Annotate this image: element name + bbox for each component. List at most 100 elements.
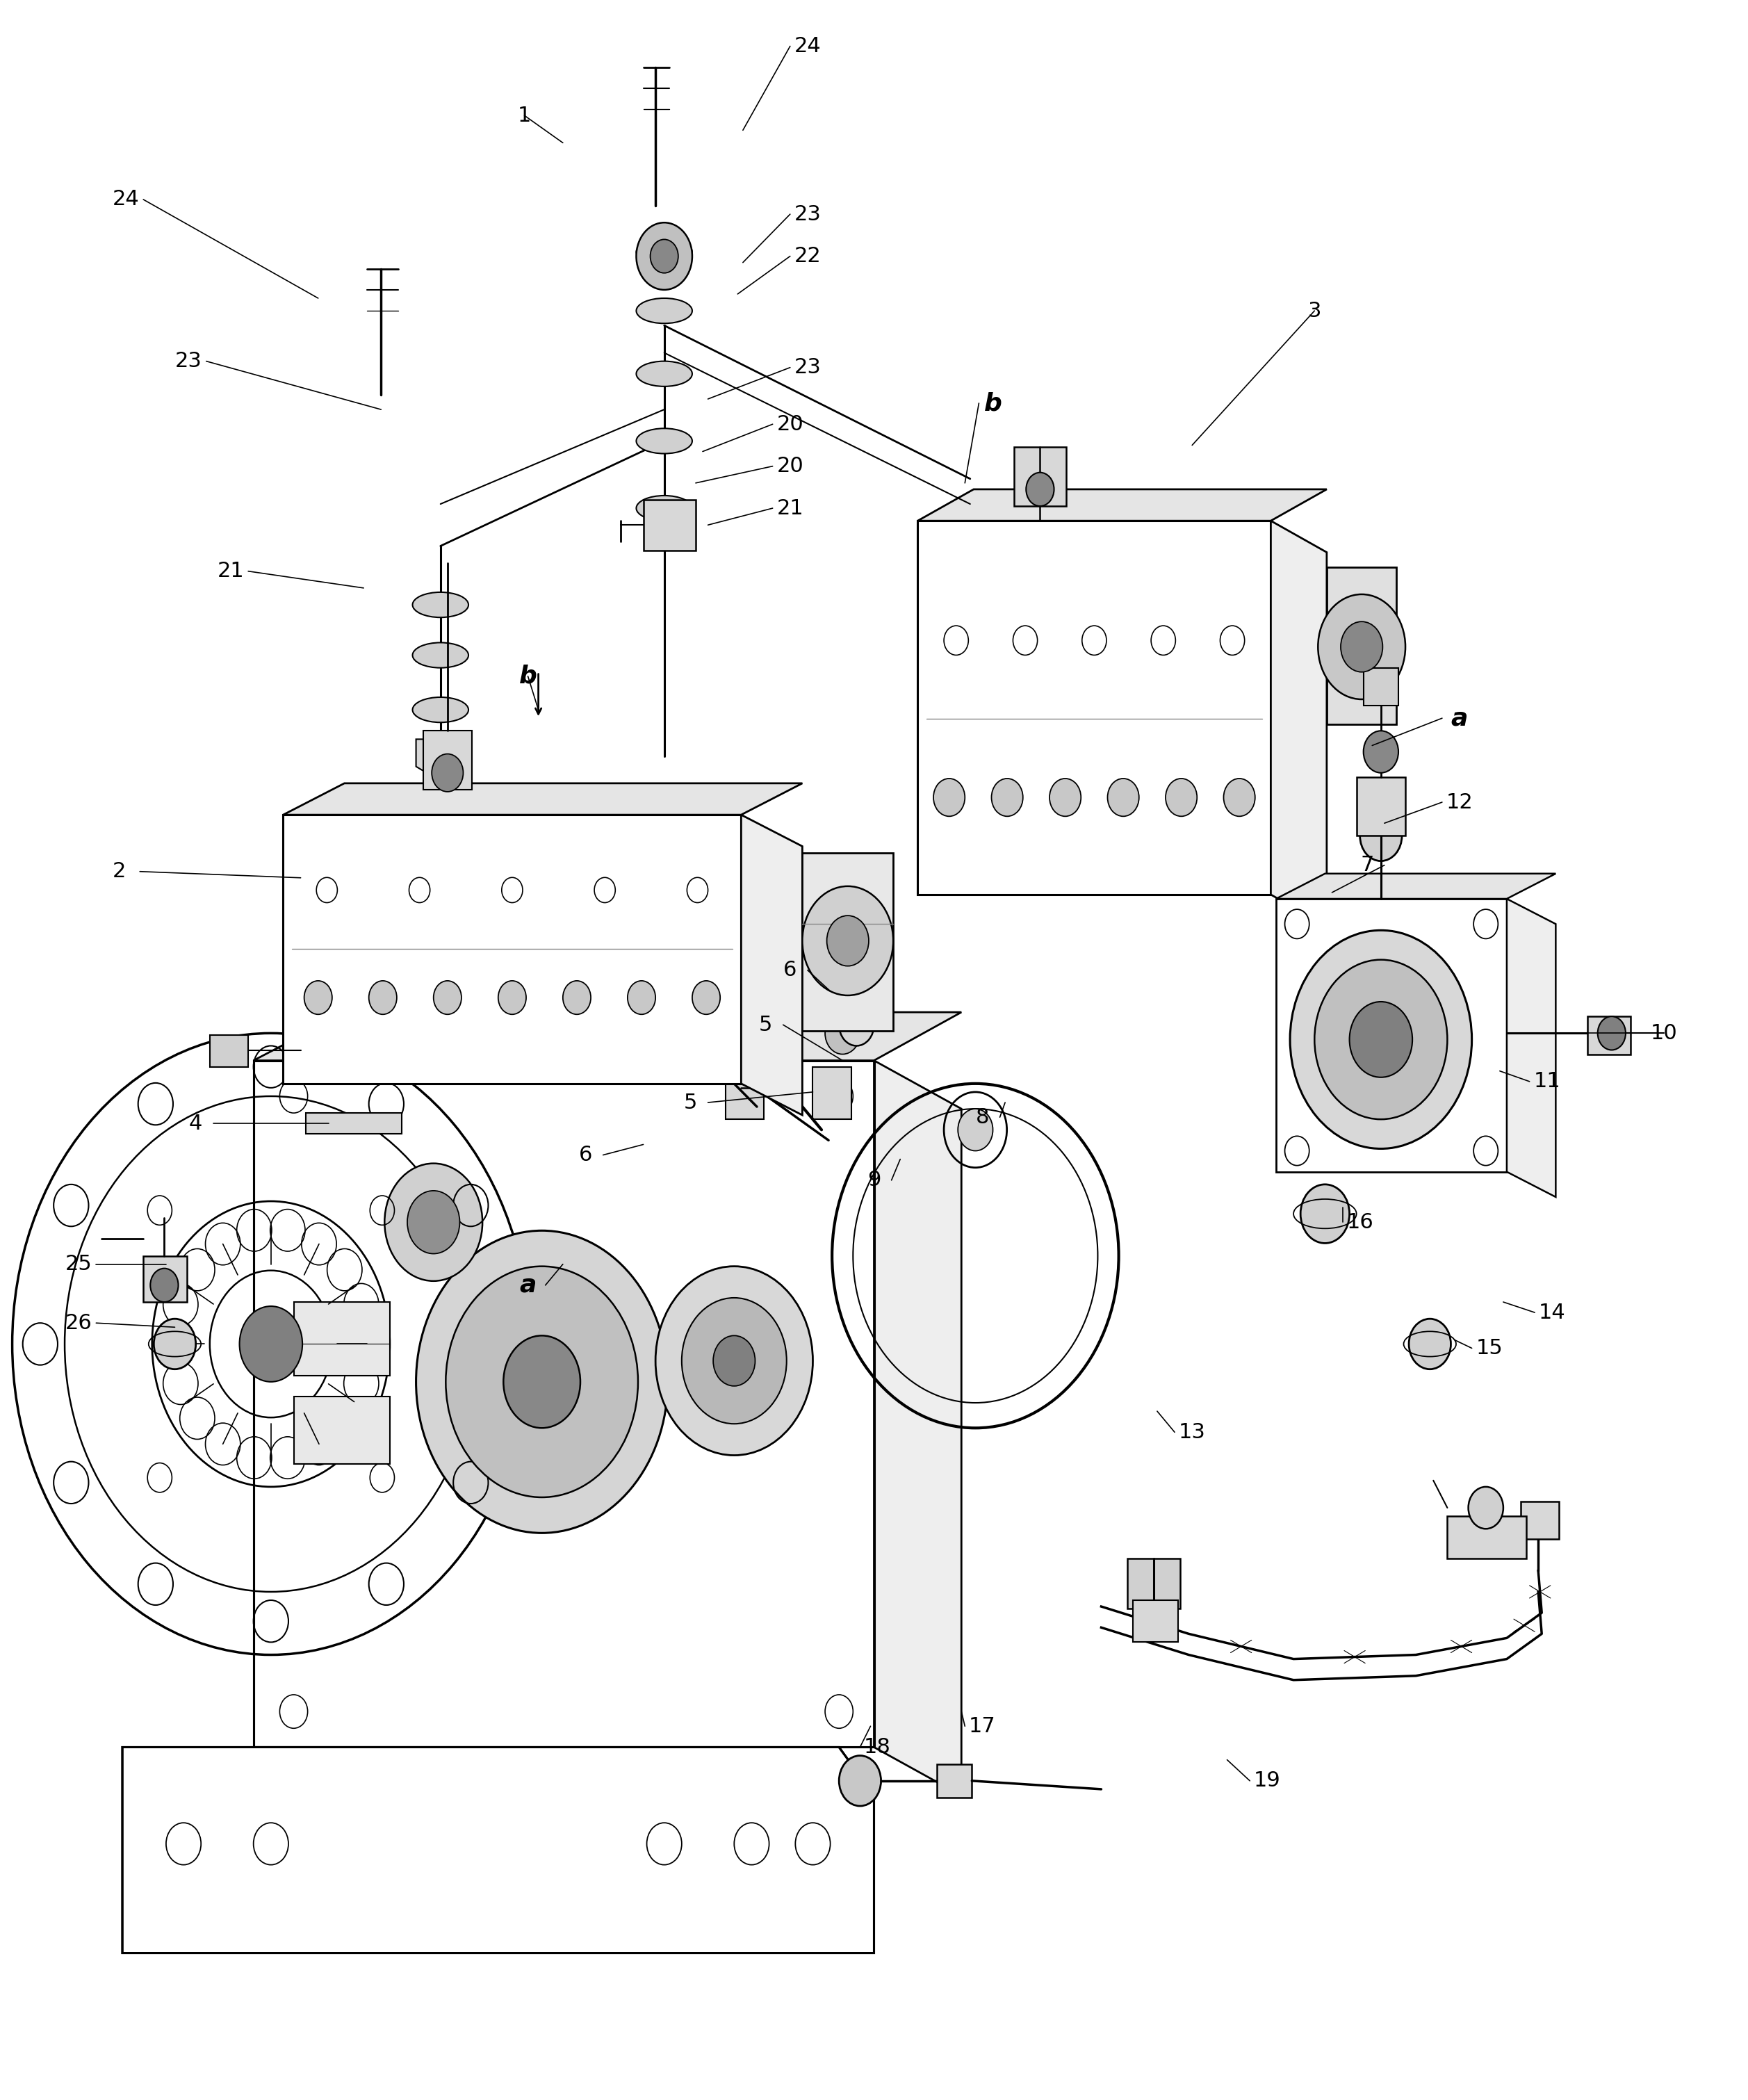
Polygon shape: [1507, 899, 1556, 1197]
Ellipse shape: [636, 361, 692, 386]
Bar: [1521, 1502, 1559, 1539]
Circle shape: [1318, 594, 1405, 699]
Text: 8: 8: [975, 1107, 989, 1128]
Bar: [1447, 1516, 1526, 1558]
Text: 4: 4: [189, 1113, 203, 1134]
Bar: [1356, 777, 1405, 836]
Text: 10: 10: [1650, 1023, 1678, 1044]
Circle shape: [385, 1163, 482, 1281]
Circle shape: [628, 981, 656, 1014]
Bar: [306, 1113, 402, 1134]
Circle shape: [154, 1319, 196, 1369]
Text: 25: 25: [65, 1254, 93, 1275]
Polygon shape: [1271, 521, 1327, 926]
Text: 22: 22: [794, 246, 822, 267]
Circle shape: [434, 981, 461, 1014]
Bar: [143, 1256, 187, 1302]
Text: b: b: [519, 664, 537, 689]
Bar: [1587, 1016, 1631, 1054]
Text: 1: 1: [517, 105, 531, 126]
Polygon shape: [283, 783, 802, 815]
Text: 13: 13: [1178, 1422, 1206, 1443]
Circle shape: [708, 1012, 743, 1054]
Text: 2: 2: [112, 861, 126, 882]
Polygon shape: [918, 521, 1271, 895]
Circle shape: [802, 886, 893, 995]
Circle shape: [1049, 779, 1080, 817]
Circle shape: [1341, 622, 1383, 672]
Text: 21: 21: [776, 498, 804, 519]
Text: 18: 18: [864, 1737, 891, 1758]
Circle shape: [239, 1306, 302, 1382]
Text: 17: 17: [968, 1716, 996, 1737]
Circle shape: [432, 754, 463, 792]
Circle shape: [656, 1266, 813, 1455]
Circle shape: [591, 1012, 626, 1054]
Ellipse shape: [636, 298, 692, 323]
Ellipse shape: [413, 592, 468, 617]
Circle shape: [1360, 811, 1402, 861]
Circle shape: [1026, 473, 1054, 506]
Polygon shape: [253, 1060, 874, 1747]
Text: 15: 15: [1475, 1338, 1503, 1359]
Text: a: a: [519, 1273, 537, 1298]
Bar: [937, 1764, 972, 1798]
Circle shape: [150, 1268, 178, 1302]
Circle shape: [1468, 1487, 1503, 1529]
Circle shape: [650, 1012, 685, 1054]
Circle shape: [1409, 1319, 1451, 1369]
Circle shape: [563, 981, 591, 1014]
Polygon shape: [1276, 899, 1507, 1172]
Bar: [1133, 1600, 1178, 1642]
Ellipse shape: [636, 239, 692, 265]
Text: 24: 24: [794, 36, 822, 57]
Polygon shape: [874, 1060, 961, 1796]
Bar: [294, 1302, 390, 1376]
Circle shape: [1349, 1002, 1412, 1077]
Text: 9: 9: [867, 1170, 881, 1191]
Circle shape: [825, 1012, 860, 1054]
Text: 20: 20: [776, 456, 804, 477]
Circle shape: [839, 1756, 881, 1806]
Circle shape: [839, 1004, 874, 1046]
Circle shape: [636, 223, 692, 290]
Polygon shape: [416, 739, 465, 781]
Circle shape: [407, 1191, 460, 1254]
Ellipse shape: [413, 643, 468, 668]
Bar: [423, 731, 472, 790]
Text: 7: 7: [1360, 855, 1374, 876]
Text: 23: 23: [175, 351, 203, 372]
Ellipse shape: [636, 428, 692, 454]
Circle shape: [766, 1012, 801, 1054]
Circle shape: [682, 1298, 787, 1424]
Circle shape: [1363, 731, 1398, 773]
Circle shape: [933, 779, 965, 817]
Text: 16: 16: [1346, 1212, 1374, 1233]
Circle shape: [1598, 1016, 1626, 1050]
Ellipse shape: [413, 697, 468, 722]
Circle shape: [1314, 960, 1447, 1119]
Text: 23: 23: [794, 357, 822, 378]
Circle shape: [650, 239, 678, 273]
Bar: [725, 1067, 764, 1119]
Circle shape: [991, 779, 1023, 817]
Text: 19: 19: [1253, 1770, 1281, 1791]
Text: 6: 6: [783, 960, 797, 981]
Text: 24: 24: [112, 189, 140, 210]
Ellipse shape: [636, 496, 692, 521]
Text: a: a: [1451, 706, 1468, 731]
Bar: [1363, 668, 1398, 706]
Bar: [1014, 447, 1066, 506]
Text: 5: 5: [683, 1092, 697, 1113]
Circle shape: [503, 1336, 580, 1428]
Circle shape: [1224, 779, 1255, 817]
Circle shape: [958, 1109, 993, 1151]
Circle shape: [498, 981, 526, 1014]
Polygon shape: [1276, 874, 1556, 899]
Polygon shape: [253, 1012, 961, 1060]
Polygon shape: [283, 815, 741, 1084]
Circle shape: [692, 981, 720, 1014]
Circle shape: [827, 916, 869, 966]
Text: 12: 12: [1446, 792, 1474, 813]
Text: 5: 5: [759, 1014, 773, 1035]
